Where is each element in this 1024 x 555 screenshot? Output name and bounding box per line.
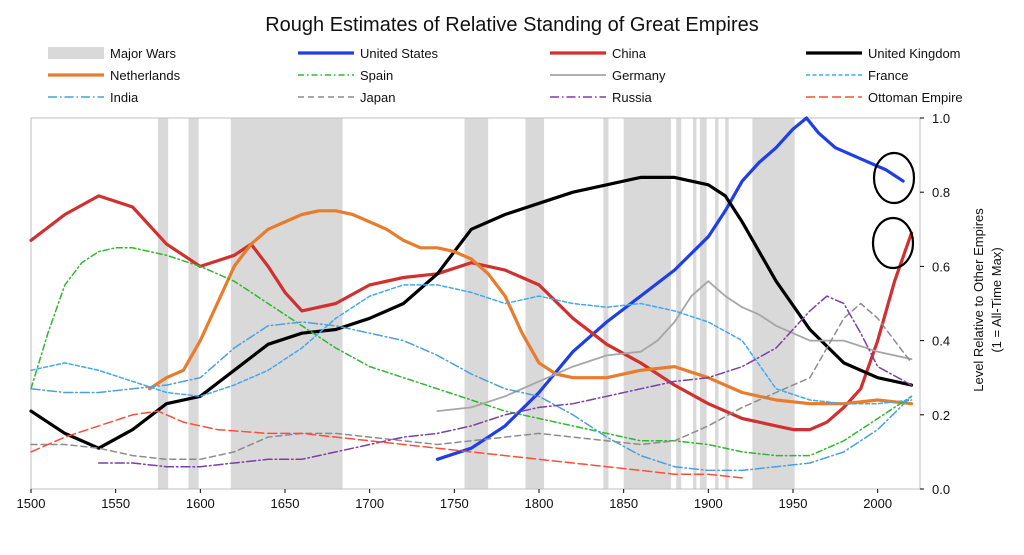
series-line-india [30, 321, 913, 472]
x-tick-label-2000: 2000 [863, 496, 892, 511]
x-tick-label-1850: 1850 [609, 496, 638, 511]
x-tick-label-1500: 1500 [17, 496, 46, 511]
legend-item-spain: Spain [298, 68, 393, 83]
legend-label-united-states: United States [360, 46, 439, 61]
legend-item-china: China [550, 46, 647, 61]
x-tick-label-1550: 1550 [101, 496, 130, 511]
x-tick-label-1750: 1750 [440, 496, 469, 511]
war-band-8 [693, 118, 697, 489]
legend-label-france: France [868, 68, 908, 83]
legend-label-russia: Russia [612, 90, 653, 105]
annotations [871, 151, 916, 270]
legend-label-netherlands: Netherlands [110, 68, 181, 83]
legend-label-spain: Spain [360, 68, 393, 83]
series-line-france [30, 284, 913, 405]
legend-item-russia: Russia [550, 90, 653, 105]
series-line-russia [97, 295, 913, 468]
war-band-2 [230, 118, 343, 489]
war-band-11 [725, 118, 729, 489]
legend-item-germany: Germany [550, 68, 666, 83]
x-axis: 1500 1550 1600 1650 1700 1750 1800 1850 1900 1950… [17, 489, 892, 511]
war-band-5 [603, 118, 609, 489]
legend-item-india: India [48, 90, 139, 105]
legend-label-japan: Japan [360, 90, 395, 105]
legend-item-major-wars: Major Wars [48, 46, 176, 61]
legend: Major Wars United States China United Kingd… [48, 46, 963, 105]
legend-item-ottoman-empire: Ottoman Empire [806, 90, 963, 105]
y-tick-label-0.8: 0.8 [932, 185, 950, 200]
x-tick-label-1800: 1800 [525, 496, 554, 511]
highlight-circle-china [871, 216, 915, 270]
war-band-7 [676, 118, 682, 489]
series-line-japan [30, 302, 913, 461]
y-tick-label-0.0: 0.0 [932, 482, 950, 497]
legend-label-major-wars: Major Wars [110, 46, 176, 61]
war-band-9 [699, 118, 707, 489]
legend-item-netherlands: Netherlands [48, 68, 181, 83]
war-band-0 [158, 118, 169, 489]
y-axis-label-line2: (1 = All-Time Max) [989, 247, 1004, 352]
legend-label-united-kingdom: United Kingdom [868, 46, 961, 61]
legend-label-india: India [110, 90, 139, 105]
highlight-circle-us [872, 151, 916, 205]
series-line-china [29, 194, 914, 432]
x-tick-label-1950: 1950 [779, 496, 808, 511]
y-axis-label: Level Relative to Other Empires (1 = All… [971, 208, 1004, 392]
y-tick-label-0.6: 0.6 [932, 259, 950, 274]
series-line-netherlands [147, 209, 914, 406]
series-line-spain [30, 247, 913, 457]
plot-frame [30, 117, 921, 490]
y-tick-label-0.2: 0.2 [932, 408, 950, 423]
y-axis-right: 0.0 0.2 0.4 0.6 0.8 1.0 [920, 111, 950, 497]
x-tick-label-1650: 1650 [271, 496, 300, 511]
series-line-united-kingdom [29, 175, 914, 450]
legend-item-france: France [806, 68, 908, 83]
legend-item-japan: Japan [298, 90, 395, 105]
x-tick-label-1700: 1700 [355, 496, 384, 511]
war-band-12 [752, 118, 795, 489]
legend-swatch-major-wars [48, 47, 104, 59]
legend-label-germany: Germany [612, 68, 666, 83]
x-tick-label-1900: 1900 [694, 496, 723, 511]
x-tick-label-1600: 1600 [186, 496, 215, 511]
war-band-10 [715, 118, 719, 489]
y-tick-label-1.0: 1.0 [932, 111, 950, 126]
legend-label-china: China [612, 46, 647, 61]
series-layer [29, 116, 914, 479]
series-line-ottoman-empire [30, 410, 743, 479]
war-band-1 [188, 118, 199, 489]
legend-item-united-states: United States [298, 46, 439, 61]
chart-title: Rough Estimates of Relative Standing of … [265, 14, 759, 36]
y-axis-label-line1: Level Relative to Other Empires [971, 208, 986, 392]
legend-item-united-kingdom: United Kingdom [806, 46, 961, 61]
war-band-3 [464, 118, 489, 489]
major-wars-shading [158, 118, 795, 489]
series-line-united-states [435, 116, 905, 461]
y-tick-label-0.4: 0.4 [932, 334, 950, 349]
legend-label-ottoman-empire: Ottoman Empire [868, 90, 963, 105]
series-line-germany [436, 280, 913, 413]
